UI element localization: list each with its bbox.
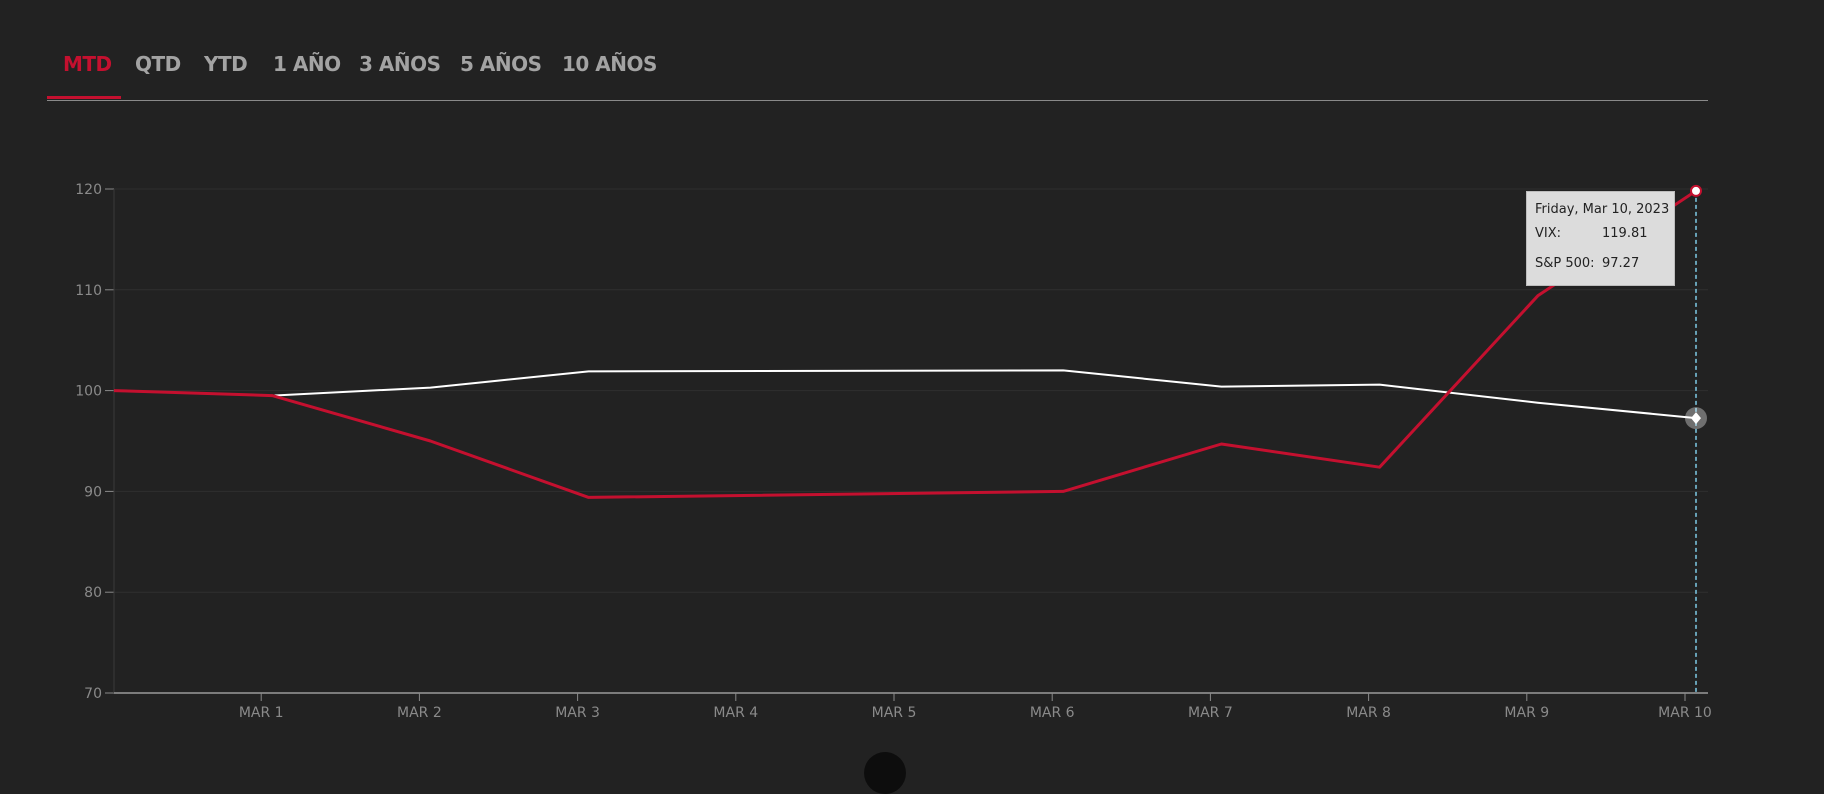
period-tabs: MTD QTD YTD 1 AÑO 3 AÑOS 5 AÑOS 10 AÑOS [47, 46, 1708, 101]
y-tick-label: 80 [84, 585, 102, 601]
x-tick-label: MAR 10 [1658, 705, 1712, 721]
x-tick-label: MAR 2 [397, 705, 442, 721]
tooltip-date: Friday, Mar 10, 2023 [1535, 202, 1670, 217]
tab-10-years[interactable]: 10 AÑOS [562, 52, 657, 76]
chart-axes: 120 110 100 90 80 70 MAR 1 MAR 2 MAR 3 MAR 4 MAR 5… [75, 182, 1712, 721]
x-tick-label: MAR 5 [872, 705, 917, 721]
x-tick-label: MAR 9 [1504, 705, 1549, 721]
y-tick-label: 110 [75, 283, 102, 299]
tab-ytd[interactable]: YTD [204, 52, 248, 76]
tooltip-vix-value: 119.81 [1602, 226, 1648, 241]
tooltip-sp-row: S&P 500: 97.27 [1535, 256, 1674, 286]
line-chart[interactable]: 120 110 100 90 80 70 MAR 1 MAR 2 MAR 3 MAR 4 MAR 5… [0, 0, 1824, 768]
x-tick-label: MAR 6 [1030, 705, 1075, 721]
y-tick-label: 100 [75, 384, 102, 400]
tab-5-years[interactable]: 5 AÑOS [460, 52, 542, 76]
tab-1-year[interactable]: 1 AÑO [273, 52, 341, 76]
y-tick-label: 90 [84, 484, 102, 500]
tab-mtd[interactable]: MTD [63, 52, 112, 76]
y-tick-label: 70 [84, 686, 102, 702]
y-tick-label: 120 [75, 182, 102, 198]
chart-tooltip: Friday, Mar 10, 2023 VIX: 119.81 S&P 500:… [1526, 191, 1675, 286]
tooltip-vix-row: VIX: 119.81 [1535, 226, 1674, 256]
x-tick-label: MAR 1 [239, 705, 284, 721]
series-line-sp500 [113, 369, 1697, 420]
sp500-point-marker [1691, 412, 1701, 425]
tooltip-sp-label: S&P 500: [1535, 256, 1595, 271]
tab-qtd[interactable]: QTD [135, 52, 181, 76]
chart-series [113, 189, 1697, 499]
x-tick-label: MAR 7 [1188, 705, 1233, 721]
chart-markers [1685, 184, 1707, 693]
x-tick-label: MAR 4 [713, 705, 758, 721]
tab-3-years[interactable]: 3 AÑOS [359, 52, 441, 76]
scroll-button[interactable] [864, 752, 906, 794]
active-tab-indicator [47, 96, 121, 99]
chart-grid [114, 188, 1708, 593]
tooltip-vix-label: VIX: [1535, 226, 1562, 241]
x-tick-label: MAR 8 [1346, 705, 1391, 721]
x-tick-label: MAR 3 [555, 705, 600, 721]
vix-point-marker [1690, 184, 1702, 197]
tooltip-sp-value: 97.27 [1602, 256, 1640, 271]
series-line-vix [113, 189, 1697, 499]
